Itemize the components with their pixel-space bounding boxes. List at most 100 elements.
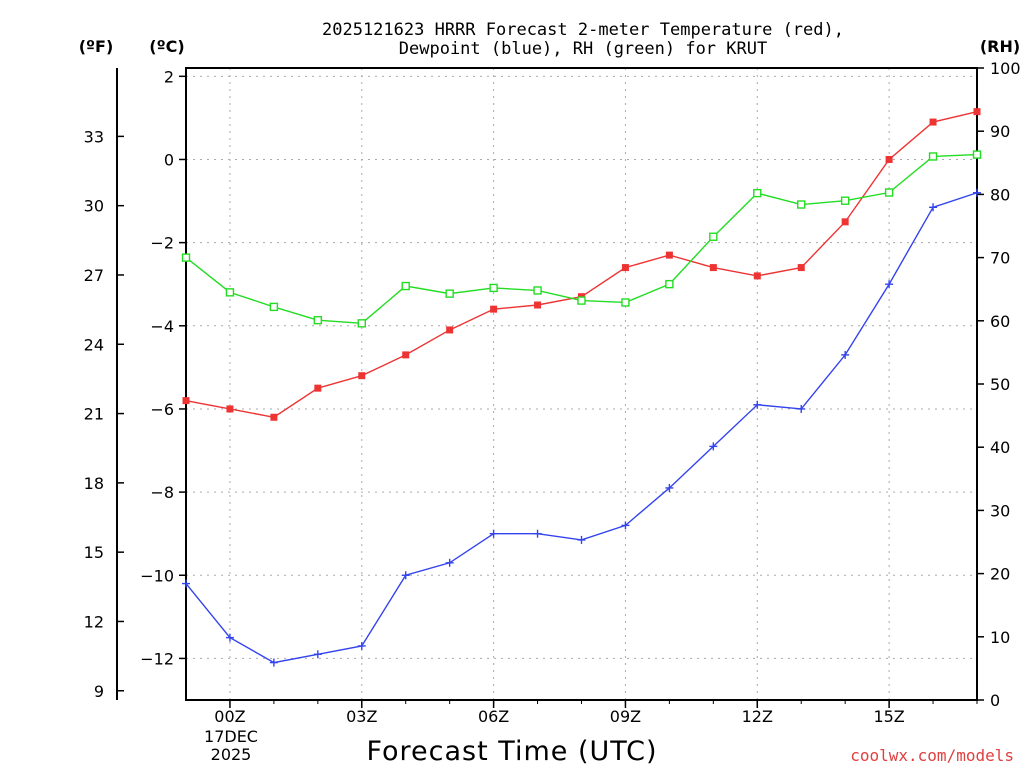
series-rh [181, 150, 982, 328]
fahrenheit-tick-label: 21 [84, 405, 104, 424]
data-point [313, 315, 323, 325]
rh-tick-label: 0 [990, 691, 1000, 710]
x-tick-label: 12Z [742, 707, 773, 726]
celsius-axis-label: (ºC) [149, 37, 184, 56]
celsius-tick-label: −4 [150, 317, 174, 336]
rh-tick-label: 40 [990, 438, 1010, 457]
data-point [489, 529, 498, 538]
fahrenheit-tick-label: 33 [84, 127, 104, 146]
celsius-tick-label: 0 [164, 150, 174, 169]
data-point [841, 218, 849, 226]
data-point [401, 281, 410, 291]
rh-tick-label: 50 [990, 375, 1010, 394]
celsius-tick-label: −8 [150, 483, 174, 502]
data-point [665, 279, 674, 289]
data-point [753, 400, 762, 409]
celsius-tick-label: −10 [140, 566, 174, 585]
fahrenheit-tick-label: 18 [84, 474, 104, 493]
series-line [185, 192, 978, 664]
data-point [885, 280, 894, 289]
tick-labels: 00Z 03Z 06Z 09Z 12Z 15Z20−2−4−6−8−10−12333027… [84, 59, 1021, 726]
fahrenheit-axis-label: (ºF) [79, 37, 114, 56]
data-point [928, 152, 938, 161]
data-point [973, 108, 981, 116]
credit-label: coolwx.com/models [850, 746, 1014, 765]
data-point [445, 558, 454, 567]
rh-tick-label: 100 [990, 59, 1021, 78]
data-point [753, 272, 761, 280]
celsius-tick-label: −2 [150, 234, 174, 253]
data-point [797, 264, 805, 272]
fahrenheit-tick-label: 30 [84, 197, 104, 216]
fahrenheit-tick-label: 27 [84, 266, 104, 285]
chart-title-line-1: 2025121623 HRRR Forecast 2-meter Tempera… [322, 20, 844, 40]
data-point [358, 372, 366, 380]
data-point [401, 571, 410, 580]
date-label-line-2: 2025 [211, 745, 252, 764]
tick-marks [117, 67, 984, 708]
x-axis-label: Forecast Time (UTC) [366, 736, 657, 767]
rh-tick-label: 90 [990, 122, 1010, 141]
data-point [181, 253, 191, 262]
rh-tick-label: 70 [990, 249, 1010, 268]
data-point [489, 283, 498, 293]
data-point [885, 155, 893, 163]
data-point [884, 188, 894, 197]
series-dewpoint [182, 188, 981, 667]
data-point [182, 397, 190, 405]
data-point [973, 188, 981, 197]
data-point [709, 232, 718, 241]
data-point [269, 302, 279, 312]
x-tick-label: 09Z [610, 707, 641, 726]
data-point [621, 264, 629, 272]
data-point [577, 296, 586, 305]
rh-tick-label: 30 [990, 501, 1010, 520]
data-point [490, 305, 498, 313]
series-temperature [182, 108, 981, 421]
fahrenheit-tick-label: 9 [94, 682, 104, 701]
fahrenheit-tick-label: 12 [84, 612, 104, 631]
data-point [269, 658, 278, 667]
celsius-tick-label: −12 [140, 649, 174, 668]
rh-tick-label: 10 [990, 628, 1010, 647]
rh-tick-label: 80 [990, 185, 1010, 204]
rh-axis-label: (RH) [980, 37, 1020, 56]
data-point [402, 351, 410, 359]
data-point [621, 521, 630, 530]
x-tick-label: 00Z [214, 707, 245, 726]
x-tick-label: 06Z [478, 707, 509, 726]
data-point [225, 288, 235, 297]
x-tick-label: 03Z [346, 707, 377, 726]
data-point [445, 289, 454, 298]
data-point [797, 404, 806, 413]
data-point [797, 200, 806, 209]
data-point [709, 264, 717, 272]
data-point [313, 650, 322, 659]
series-line [185, 110, 978, 419]
data-point [314, 384, 322, 392]
data-point [225, 633, 234, 642]
data-point [534, 301, 542, 309]
data-point [226, 405, 234, 413]
series-layer [181, 108, 982, 667]
data-point [753, 188, 762, 198]
data-point [182, 579, 190, 588]
grid-lines [186, 68, 977, 700]
data-point [665, 483, 674, 492]
data-point [929, 118, 937, 126]
data-point [446, 326, 454, 334]
x-tick-label: 15Z [873, 707, 904, 726]
data-point [665, 251, 673, 259]
data-point [270, 413, 278, 421]
plot-frame [185, 67, 978, 701]
data-point [533, 286, 542, 295]
data-point [840, 196, 850, 205]
data-point [357, 319, 366, 328]
data-point [577, 535, 586, 544]
data-point [621, 298, 630, 307]
fahrenheit-tick-label: 15 [84, 543, 104, 562]
rh-tick-label: 20 [990, 565, 1010, 584]
data-point [841, 350, 850, 359]
data-point [533, 529, 542, 538]
